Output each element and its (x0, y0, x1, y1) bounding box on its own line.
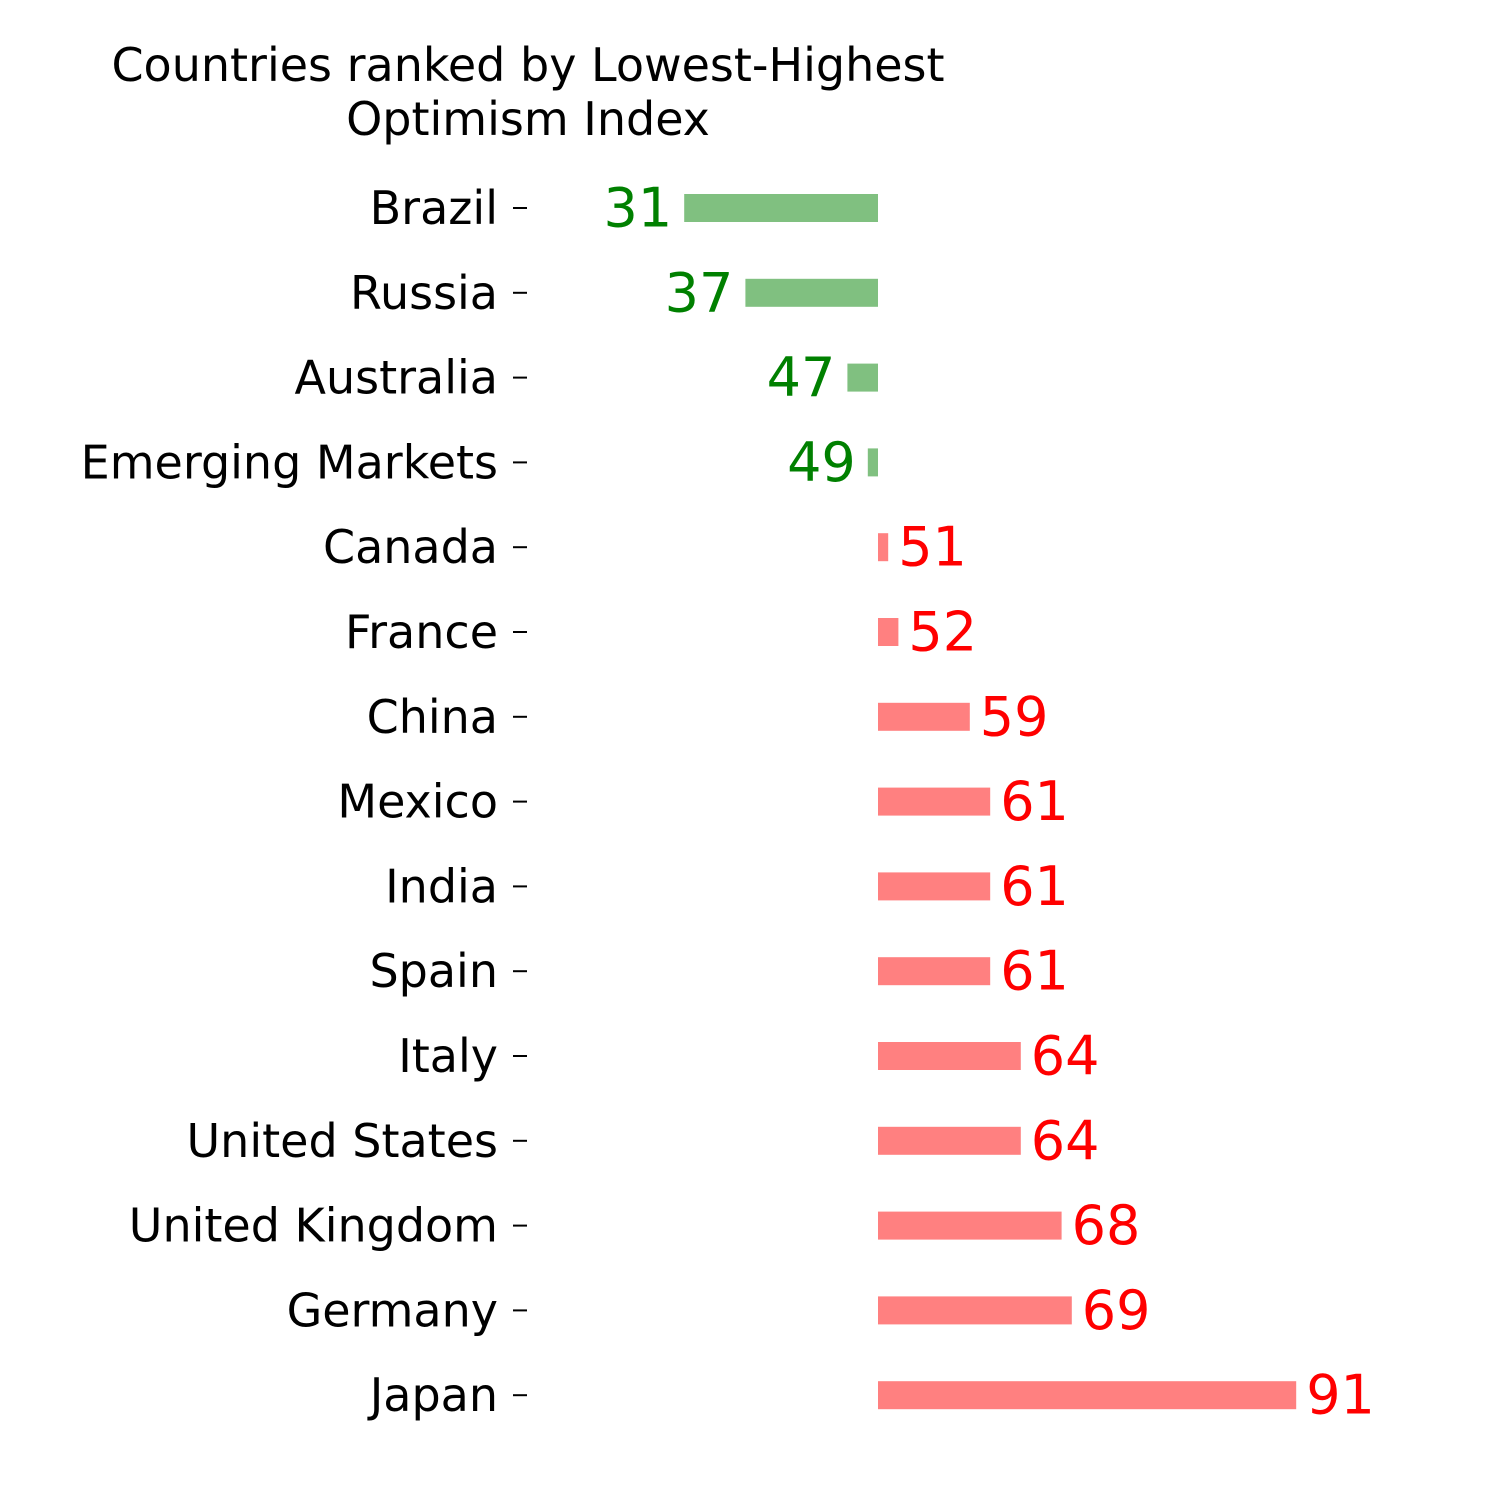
bar-australia (847, 363, 878, 392)
category-label-india: India (385, 859, 498, 913)
category-label-germany: Germany (287, 1283, 498, 1337)
bar-emerging-markets (867, 448, 878, 477)
bar-spain (878, 957, 991, 986)
category-label-emerging-markets: Emerging Markets (81, 435, 498, 489)
value-label-canada: 51 (898, 516, 967, 579)
category-label-canada: Canada (323, 520, 498, 574)
bar-mexico (878, 787, 991, 816)
category-label-italy: Italy (398, 1029, 498, 1083)
value-label-mexico: 61 (1000, 770, 1069, 833)
bar-italy (878, 1042, 1021, 1070)
value-label-italy: 64 (1031, 1025, 1100, 1088)
bar-russia (745, 278, 878, 307)
value-label-united-states: 64 (1031, 1109, 1100, 1172)
category-label-mexico: Mexico (337, 775, 498, 829)
category-label-china: China (367, 690, 498, 744)
bar-brazil (684, 194, 878, 222)
value-label-russia: 37 (665, 261, 734, 324)
category-label-spain: Spain (369, 944, 498, 998)
bar-canada (878, 533, 889, 562)
bar-india (878, 872, 991, 901)
value-label-germany: 69 (1082, 1279, 1151, 1342)
value-label-china: 59 (980, 685, 1049, 748)
bar-japan (878, 1381, 1297, 1410)
value-label-united-kingdom: 68 (1072, 1194, 1141, 1257)
value-label-spain: 61 (1000, 940, 1069, 1003)
category-label-united-states: United States (187, 1114, 499, 1168)
value-label-emerging-markets: 49 (787, 431, 856, 494)
bar-france (878, 618, 899, 646)
category-label-russia: Russia (350, 266, 498, 320)
value-label-japan: 91 (1306, 1364, 1375, 1427)
value-label-france: 52 (908, 601, 977, 664)
value-label-india: 61 (1000, 855, 1069, 918)
category-label-united-kingdom: United Kingdom (129, 1199, 498, 1253)
category-label-france: France (345, 605, 498, 659)
value-label-australia: 47 (767, 346, 836, 409)
bar-germany (878, 1296, 1072, 1325)
bar-china (878, 702, 970, 731)
value-label-brazil: 31 (603, 177, 672, 240)
bar-united-states (878, 1126, 1021, 1155)
category-label-australia: Australia (295, 351, 498, 405)
category-label-brazil: Brazil (370, 181, 498, 235)
chart-title: Countries ranked by Lowest-Highest Optim… (111, 38, 945, 146)
category-label-japan: Japan (367, 1368, 498, 1422)
bar-united-kingdom (878, 1211, 1062, 1240)
